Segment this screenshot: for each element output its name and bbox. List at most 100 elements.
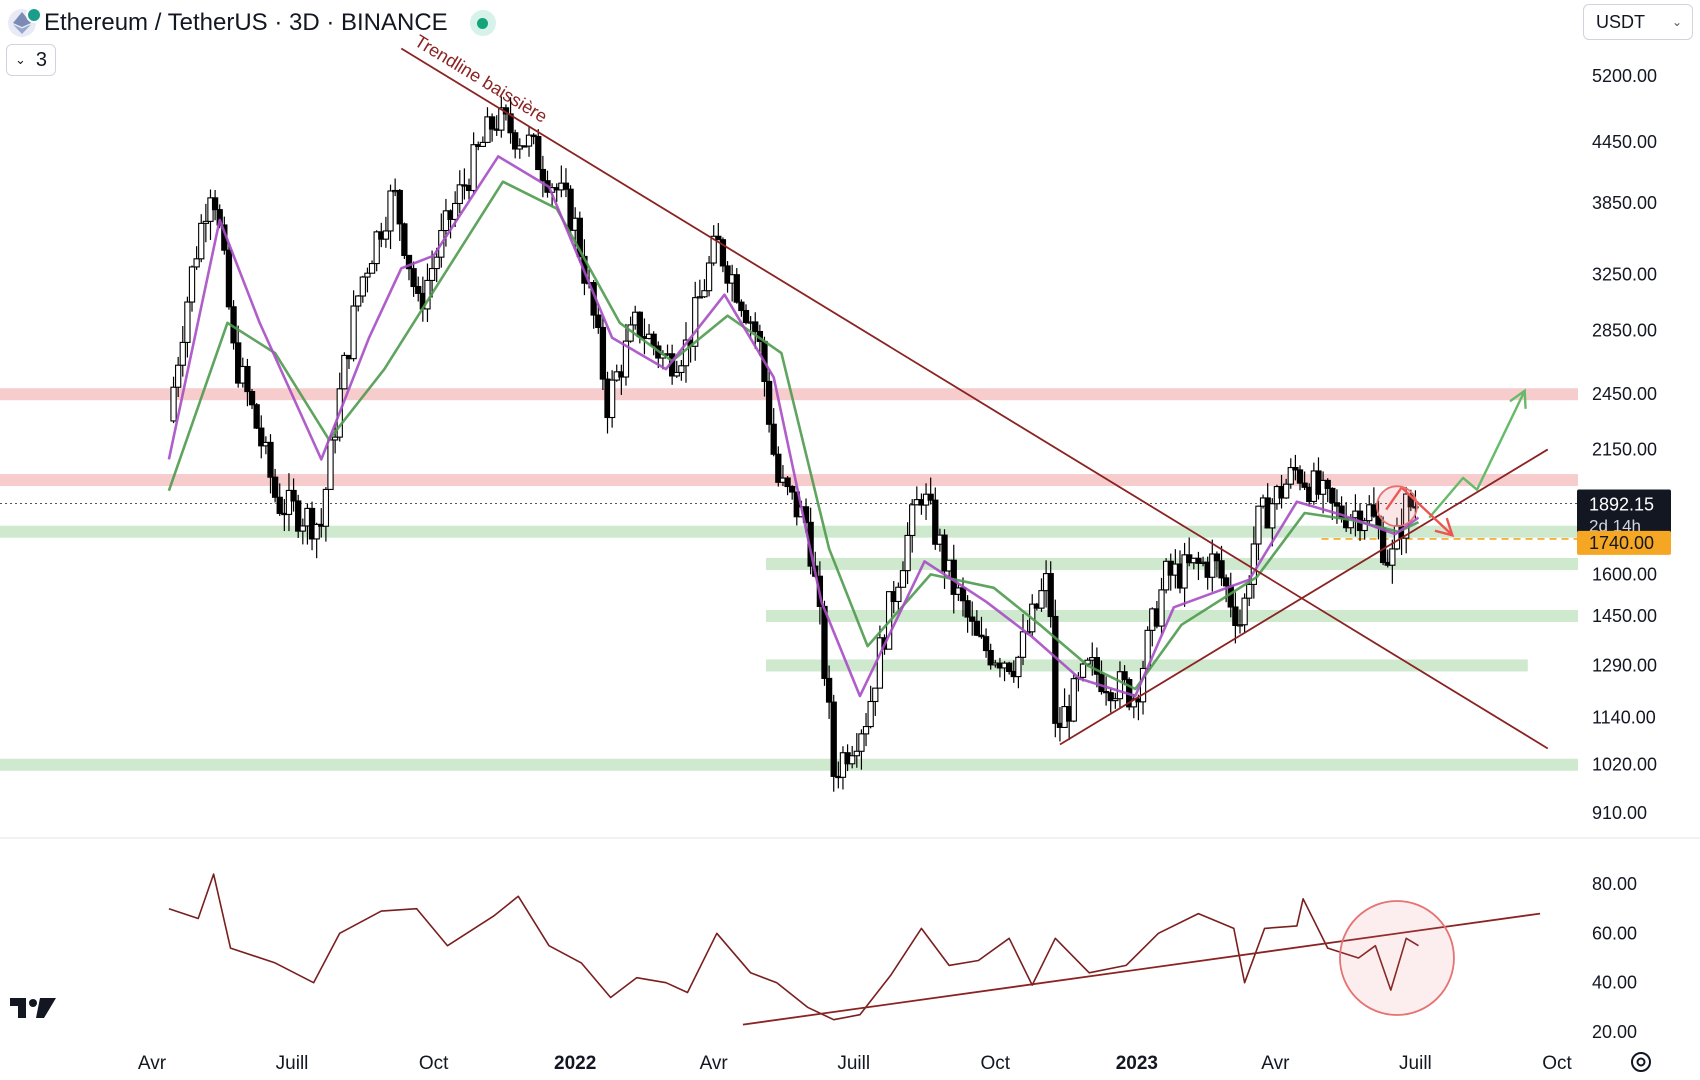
candle-body xyxy=(1370,504,1378,517)
candle-body xyxy=(567,188,574,231)
candle-body xyxy=(488,116,496,130)
candle-body xyxy=(825,677,833,703)
tradingview-logo xyxy=(10,998,56,1018)
candle-body xyxy=(382,230,390,240)
candle-body xyxy=(867,700,874,728)
candle-body xyxy=(973,620,980,636)
candle-body xyxy=(484,116,491,143)
candle-body xyxy=(1412,506,1419,509)
candle-body xyxy=(530,134,537,138)
chevron-down-icon: ⌄ xyxy=(1671,15,1682,29)
candle-body xyxy=(839,752,847,778)
time-tick-label: Juill xyxy=(276,1053,309,1074)
time-tick-label: Juill xyxy=(837,1053,870,1074)
candle-body xyxy=(539,168,547,182)
currency-value: USDT xyxy=(1596,11,1645,32)
price-axis: 5200.00 4450.00 3850.00 3250.00 2850.00 2450.… xyxy=(1577,66,1671,823)
candle-body xyxy=(396,189,403,225)
candle-body xyxy=(1015,656,1022,678)
candle-body xyxy=(507,113,514,134)
price-tick-label: 4450.00 xyxy=(1592,132,1657,152)
price-tick-label: 5200.00 xyxy=(1592,66,1657,86)
candle-body xyxy=(1287,467,1294,485)
candle-body xyxy=(710,235,717,264)
ema-slow-line xyxy=(167,180,1420,691)
chevron-down-icon: ⌄ xyxy=(14,52,26,67)
currency-select[interactable]: USDT ⌄ xyxy=(1583,4,1693,40)
indicators-collapse-button[interactable]: ⌄ 3 xyxy=(6,44,56,76)
candle-body xyxy=(742,309,750,324)
chart-header: Ethereum / TetherUS · 3D · BINANCE xyxy=(8,6,496,40)
resistance-zone xyxy=(0,388,1578,401)
logo-stem xyxy=(18,998,26,1018)
candle-body xyxy=(1246,583,1253,599)
candle-body xyxy=(498,107,505,131)
candle-body xyxy=(715,235,722,241)
candle-body xyxy=(964,600,971,618)
candle-body xyxy=(1098,673,1105,693)
rsi-highlight-circle xyxy=(1339,900,1455,1016)
candle-body xyxy=(198,222,205,260)
candle-body xyxy=(1213,553,1221,562)
candle-body xyxy=(784,477,791,488)
candle-body xyxy=(1209,553,1216,578)
candle-body xyxy=(701,290,708,298)
candle-body xyxy=(368,262,376,274)
candle-body xyxy=(733,274,740,303)
candle-body xyxy=(290,489,297,502)
candle-body xyxy=(1038,590,1045,609)
candle-body xyxy=(1296,469,1304,484)
candle-body xyxy=(1379,527,1387,564)
candle-body xyxy=(608,379,616,419)
candle-body xyxy=(959,587,967,602)
bullish-scenario-arrow xyxy=(1428,390,1526,519)
candle-body xyxy=(1283,483,1290,499)
level-price-tag xyxy=(1577,530,1671,555)
gear-icon[interactable] xyxy=(1631,1052,1651,1072)
candle-body xyxy=(1301,482,1308,488)
candle-body xyxy=(969,616,976,622)
candle-body xyxy=(862,725,870,735)
bearish-trendline xyxy=(400,47,1549,750)
candle-body xyxy=(535,135,542,171)
time-tick-label: 2023 xyxy=(1116,1053,1158,1074)
candle-body xyxy=(364,272,371,278)
price-tick-label: 1600.00 xyxy=(1592,564,1657,584)
bearish-scenario-arrow-head xyxy=(1434,517,1455,538)
candle-body xyxy=(470,144,477,192)
candle-body xyxy=(258,427,265,447)
price-tick-label: 2450.00 xyxy=(1592,384,1657,404)
candle-body xyxy=(1047,573,1054,618)
logo-dot xyxy=(29,999,37,1007)
time-tick-label: Avr xyxy=(1261,1053,1290,1074)
last-price-tag xyxy=(1577,489,1671,536)
candle-body xyxy=(1079,663,1087,678)
candle-body xyxy=(872,687,879,703)
trendline-label: Trendline baissière xyxy=(411,31,551,127)
price-tick-label: 910.00 xyxy=(1592,803,1647,823)
candle-body xyxy=(1181,554,1188,589)
candle-body xyxy=(1269,503,1276,529)
market-open-dot xyxy=(469,10,496,36)
zones-layer xyxy=(0,388,1578,771)
candle-body xyxy=(599,326,607,380)
candle-body xyxy=(373,231,380,265)
candle-body xyxy=(415,285,422,294)
candle-body xyxy=(355,295,362,307)
bullish-scenario-arrow-head xyxy=(1509,388,1527,409)
candle-body xyxy=(895,586,902,603)
candle-body xyxy=(830,701,837,777)
support-zone xyxy=(0,525,1578,538)
candle-body xyxy=(1389,548,1396,566)
candle-body xyxy=(193,258,200,268)
candle-body xyxy=(170,386,177,422)
candle-body xyxy=(267,441,274,478)
candle-body xyxy=(1227,585,1234,608)
candle-body xyxy=(1107,692,1114,702)
candle-body xyxy=(341,354,348,390)
candle-body xyxy=(904,534,911,572)
rsi-pane: 80.00 60.00 40.00 20.00 xyxy=(10,873,1637,1042)
candle-body xyxy=(876,637,884,689)
candle-body xyxy=(853,750,860,757)
